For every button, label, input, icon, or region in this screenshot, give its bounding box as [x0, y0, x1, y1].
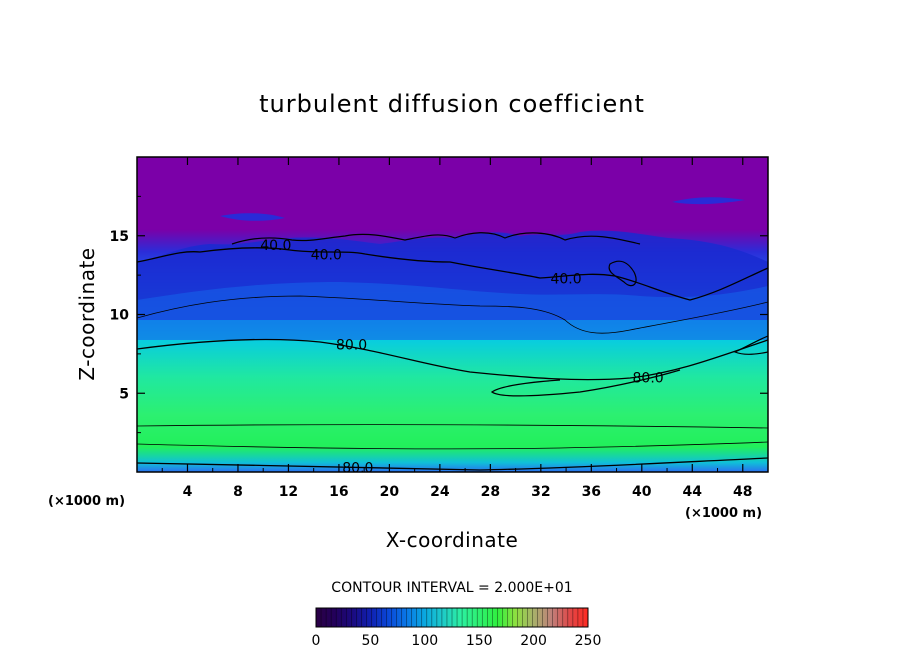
x-unit-right: (×1000 m)	[685, 506, 762, 521]
x-tick-label: 4	[183, 484, 193, 500]
colorbar-tick-label: 50	[361, 633, 379, 649]
x-tick-label: 20	[380, 484, 400, 500]
x-tick-label: 12	[279, 484, 298, 500]
x-tick-label: 8	[233, 484, 243, 500]
x-tick-label: 24	[430, 484, 450, 500]
x-unit-left: (×1000 m)	[48, 494, 125, 509]
contour-interval: CONTOUR INTERVAL = 2.000E+01	[331, 580, 572, 596]
chart-title: turbulent diffusion coefficient	[259, 90, 645, 118]
colorbar-ticks: 0 50 100 150 200 250	[312, 633, 602, 649]
contour-80-right	[733, 335, 768, 355]
colorbar-tick-label: 100	[411, 633, 438, 649]
colorbar: 0 50 100 150 200 250	[312, 607, 602, 649]
colorbar-frame	[315, 607, 589, 628]
contour-100-a	[137, 424, 768, 429]
colorbar-tick-label: 150	[466, 633, 493, 649]
x-tick-label: 40	[632, 484, 652, 500]
contour-lines	[137, 232, 768, 471]
y-tick-label: 5	[119, 386, 129, 402]
contour-label: 40.0	[311, 248, 342, 264]
x-tick-label: 32	[531, 484, 550, 500]
x-tick-label: 48	[733, 484, 752, 500]
colorbar-tick-label: 200	[520, 633, 547, 649]
contour-100-b	[137, 441, 768, 450]
contour-label: 40.0	[550, 271, 581, 287]
contour-40-main	[137, 247, 768, 301]
x-axis-ticks: 4 8 12 16 20 24 28 32 36 40 44 48	[161, 157, 753, 500]
mid-blue-band	[137, 282, 768, 340]
contour-80-tongue	[490, 369, 681, 397]
contour-labels: 40.0 40.0 40.0 80.0 80.0 80.0	[260, 238, 664, 476]
y-tick-label: 10	[110, 308, 130, 324]
contour-label: 40.0	[260, 238, 291, 254]
top-streak	[220, 213, 285, 221]
contour-40-upper	[231, 232, 641, 245]
colorbar-tick-label: 250	[575, 633, 602, 649]
colorbar-stripes	[320, 608, 584, 627]
x-axis-label: X-coordinate	[386, 528, 519, 552]
contour-label: 80.0	[336, 337, 367, 353]
colorbar-tick-label: 0	[312, 633, 321, 649]
x-tick-label: 16	[329, 484, 348, 500]
contour-60	[137, 295, 768, 334]
y-axis-label: Z-coordinate	[75, 247, 99, 380]
x-tick-label: 36	[582, 484, 601, 500]
plot-area: 40.0 40.0 40.0 80.0 80.0 80.0	[137, 157, 768, 476]
x-tick-label: 44	[683, 484, 703, 500]
contour-40-loop	[608, 260, 637, 287]
y-axis-ticks: 5 10 15	[110, 195, 768, 434]
x-tick-label: 28	[481, 484, 500, 500]
contour-label: 80.0	[633, 371, 664, 387]
contour-80-bottom	[137, 457, 768, 471]
top-right-streak	[672, 197, 745, 205]
contour-80-main	[137, 338, 768, 381]
contour-label: 80.0	[342, 460, 373, 476]
y-tick-label: 15	[110, 229, 129, 245]
